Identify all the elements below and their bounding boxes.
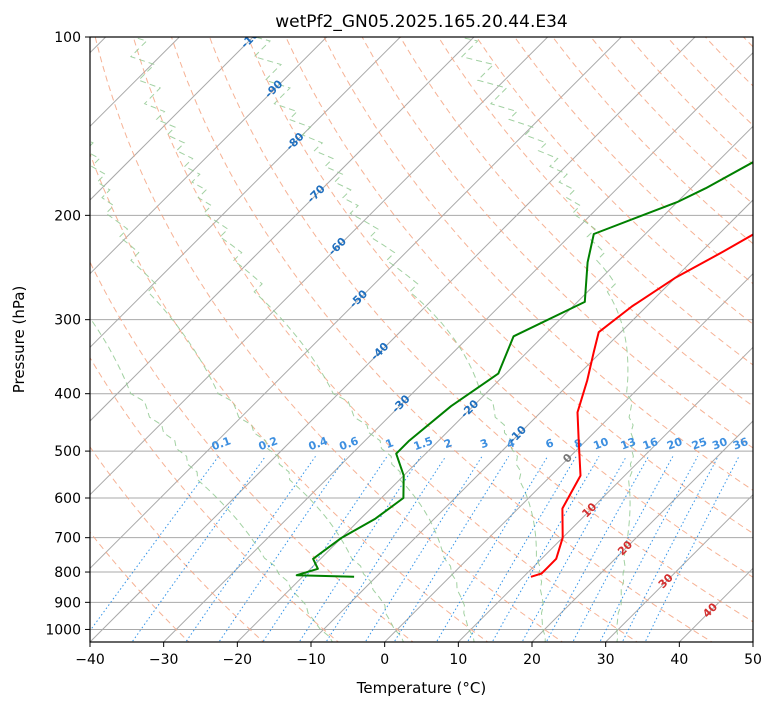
plot-area: 0.10.20.40.611.52346810131620253036-100-…	[90, 37, 753, 642]
x-tick-label: 50	[744, 652, 762, 668]
x-axis-title: Temperature (°C)	[356, 679, 486, 697]
mixing-ratio-label: 13	[619, 435, 638, 452]
dry-adiabat	[209, 37, 753, 623]
dry-adiabat	[475, 37, 753, 325]
isotherm-line	[457, 346, 753, 642]
y-tick-label: 300	[54, 313, 81, 329]
dry-adiabat	[628, 37, 753, 166]
dry-adiabat	[90, 152, 489, 642]
mixing-ratio-label: 4	[505, 436, 517, 451]
x-tick-label: 10	[449, 652, 467, 668]
mixing-ratio-label: 6	[544, 436, 556, 451]
isotherm-line	[531, 420, 753, 642]
dry-adiabat	[132, 37, 639, 642]
dry-adiabat	[437, 37, 753, 366]
mixing-ratio-line	[90, 456, 219, 632]
mixing-ratio-label: 0.4	[307, 434, 330, 453]
y-tick-label: 700	[54, 531, 81, 547]
isotherm-line	[90, 37, 696, 642]
isotherm-line	[90, 37, 328, 275]
dry-adiabat	[94, 37, 564, 642]
mixing-ratio-label: 1.5	[412, 434, 435, 453]
y-tick-label: 600	[54, 491, 81, 507]
mixing-ratio-label: 25	[690, 435, 709, 452]
mixing-ratio-label: 30	[710, 435, 729, 453]
y-axis-title: Pressure (hPa)	[10, 286, 28, 394]
moist-adiabat	[457, 37, 635, 642]
x-tick-label: 30	[597, 652, 615, 668]
y-tick-label: 900	[54, 595, 81, 611]
x-tick-label: 20	[523, 652, 541, 668]
mixing-ratio-line	[325, 456, 447, 642]
mixing-ratio-label: 1	[384, 436, 396, 451]
y-tick-label: 200	[54, 208, 81, 224]
axes: −40 −30 −20 −10 0 10 20 30 40 5010020030040050060…	[45, 30, 762, 668]
dry-adiabat	[90, 260, 414, 642]
isotherm-line	[383, 272, 753, 642]
moist-adiabat	[90, 317, 333, 642]
x-tick-label: −30	[149, 652, 179, 668]
x-tick-label: −20	[223, 652, 253, 668]
moist-adiabat	[129, 37, 475, 642]
moist-adiabat	[90, 140, 404, 642]
mixing-ratio-label: 10	[592, 435, 611, 453]
y-tick-label: 500	[54, 444, 81, 460]
mixing-ratio-line	[364, 456, 483, 642]
mixing-ratio-line	[393, 456, 510, 642]
mixing-ratio-label: 0.6	[338, 434, 361, 453]
mixing-ratio-label: 20	[665, 435, 684, 453]
dry-adiabat	[90, 356, 340, 642]
isotherm-line	[90, 37, 475, 422]
mixing-ratio-line	[466, 456, 577, 642]
dry-adiabat	[361, 37, 753, 449]
mixing-ratio-label: 16	[641, 435, 660, 453]
dry-adiabat	[285, 37, 753, 534]
mixing-ratio-line	[435, 456, 549, 642]
dry-adiabat	[171, 37, 713, 642]
x-tick-label: 40	[670, 652, 688, 668]
dry-adiabat	[247, 37, 753, 578]
isotherm-line	[162, 51, 753, 642]
x-tick-label: −10	[296, 652, 326, 668]
mixing-ratio-label: 2	[442, 436, 454, 451]
mixing-ratio-label: 0.2	[257, 434, 280, 453]
x-tick-label: −40	[75, 652, 105, 668]
dry-adiabat	[90, 446, 265, 642]
mixing-ratio-line	[599, 456, 699, 642]
y-tick-label: 400	[54, 387, 81, 403]
y-tick-label: 1000	[45, 622, 81, 638]
dewpoint-profile-line	[295, 161, 753, 578]
y-tick-label: 100	[54, 30, 81, 46]
isotherm-line	[604, 493, 753, 642]
plot-frame	[89, 36, 754, 643]
mixing-ratio-label: 3	[478, 436, 490, 451]
mixing-ratio-line	[491, 456, 600, 642]
dry-adiabat	[399, 37, 753, 407]
temperature-profile-line	[530, 233, 753, 578]
isotherm-line	[90, 37, 549, 496]
dry-adiabat	[514, 37, 753, 285]
y-tick-label: 800	[54, 565, 81, 581]
x-tick-label: 0	[380, 652, 389, 668]
isotherm-line	[310, 199, 753, 642]
moist-adiabat	[253, 37, 546, 642]
isotherm-line	[90, 37, 623, 570]
mixing-ratio-line	[131, 456, 266, 642]
mixing-ratio-label: 0.1	[210, 434, 233, 453]
isotherm-line	[90, 37, 254, 201]
mixing-ratio-label: 36	[731, 435, 750, 453]
mixing-ratio-line	[644, 456, 740, 642]
mixing-ratio-line	[298, 456, 422, 642]
mixing-ratio-line	[621, 456, 719, 642]
chart-title: wetPf2_GN05.2025.165.20.44.E34	[275, 12, 567, 32]
